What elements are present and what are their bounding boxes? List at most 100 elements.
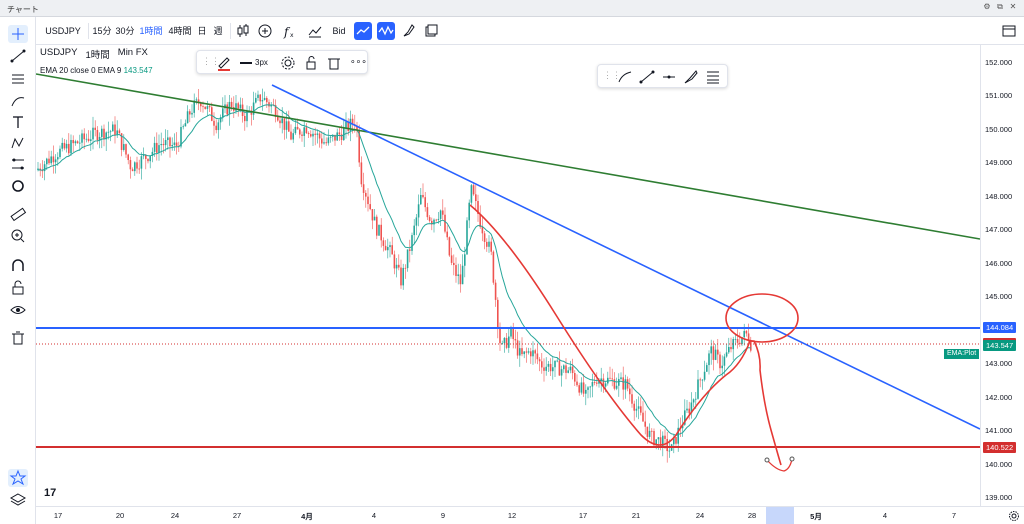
trend-line-icon[interactable] <box>638 68 656 86</box>
magnet-icon[interactable] <box>8 257 28 275</box>
close-icon[interactable]: ✕ <box>1009 2 1017 11</box>
interval-4h[interactable]: 4時間 <box>168 26 192 36</box>
settings-icon[interactable]: ⚙ <box>983 2 991 11</box>
crosshair-icon[interactable] <box>8 25 28 43</box>
layout-icon[interactable] <box>422 22 440 40</box>
candle-body <box>747 333 750 341</box>
bid-button[interactable]: Bid <box>332 26 346 36</box>
candles-icon[interactable] <box>234 22 252 40</box>
candle-body <box>235 103 237 111</box>
price-chart[interactable] <box>36 45 980 506</box>
candle-body <box>413 225 415 236</box>
candle-body <box>620 377 622 380</box>
candle-body <box>193 100 195 113</box>
candle-body <box>149 155 151 162</box>
candle-body <box>277 117 279 121</box>
chart-canvas[interactable] <box>36 45 980 506</box>
price-tick-label: 142.000 <box>985 392 1013 402</box>
delete-icon[interactable] <box>325 54 343 72</box>
candle-body <box>653 431 655 446</box>
add-indicator-icon[interactable] <box>256 22 274 40</box>
drag-handle-icon[interactable]: ⋮⋮ <box>603 70 621 80</box>
ruler-icon[interactable] <box>8 205 28 223</box>
line-chart-icon[interactable] <box>354 22 372 40</box>
layers-icon[interactable] <box>8 491 28 509</box>
price-tick-label: 150.000 <box>985 124 1013 134</box>
candle-body <box>318 133 321 139</box>
candle-body <box>211 107 213 121</box>
candle-body <box>428 217 431 221</box>
legend-indicator[interactable]: EMA 20 close 0 EMA 9 <box>40 66 122 75</box>
candle-body <box>688 408 690 414</box>
candle-body <box>299 129 301 135</box>
line-width-value[interactable]: 3px <box>255 58 268 67</box>
horizontal-lines-icon[interactable] <box>8 70 28 88</box>
candle-body <box>409 249 411 251</box>
symbol-button[interactable]: USDJPY <box>45 26 81 36</box>
zoom-in-icon[interactable] <box>8 227 28 245</box>
drag-handle-icon[interactable]: ⋮⋮ <box>202 56 220 66</box>
price-scale[interactable]: 152.000 151.000 150.000 149.000 148.000 147.0… <box>980 45 1024 506</box>
favorites-star-icon[interactable] <box>8 469 28 487</box>
brush-icon[interactable] <box>400 22 418 40</box>
time-tick-label: 27 <box>232 511 242 520</box>
pattern-tool-icon[interactable] <box>8 134 28 152</box>
candle-body <box>373 216 376 221</box>
pencil-icon[interactable] <box>215 54 233 72</box>
drawing-handle[interactable] <box>764 457 770 463</box>
window-title: チャート <box>7 5 39 14</box>
fib-retracement-icon[interactable] <box>704 68 722 86</box>
interval-1h[interactable]: 1時間 <box>139 26 163 36</box>
highlighter-icon[interactable] <box>682 68 700 86</box>
lock-drawings-icon[interactable] <box>8 279 28 297</box>
interval-week[interactable]: 週 <box>213 26 223 36</box>
candle-body <box>635 408 638 411</box>
candle-body <box>736 339 739 343</box>
candle-body <box>343 127 345 141</box>
candle-body <box>466 220 468 255</box>
unlock-icon[interactable] <box>302 54 320 72</box>
candle-body <box>182 126 184 128</box>
candle-body <box>46 158 48 165</box>
candle-body <box>512 327 514 340</box>
eye-icon[interactable] <box>8 301 28 319</box>
candle-body <box>695 398 697 400</box>
interval-day[interactable]: 日 <box>197 26 207 36</box>
text-tool-icon[interactable] <box>8 113 28 131</box>
horizontal-ray-icon[interactable] <box>660 68 678 86</box>
popout-icon[interactable]: ⧉ <box>997 2 1003 11</box>
circle-tool-icon[interactable] <box>8 177 28 195</box>
trash-icon[interactable] <box>8 329 28 347</box>
candle-body <box>310 134 312 137</box>
time-scale[interactable]: 17 20 24 27 4月 4 9 12 17 21 24 28 5月 4 7 <box>36 506 1024 524</box>
candle-body <box>340 134 343 141</box>
candle-body <box>655 439 657 446</box>
wave-chart-icon[interactable] <box>377 22 395 40</box>
trend-line-icon[interactable] <box>8 47 28 65</box>
candle-body <box>65 143 68 149</box>
candle-body <box>72 140 74 144</box>
line-width-icon[interactable] <box>239 54 253 72</box>
candle-body <box>435 219 437 221</box>
candle-body <box>274 105 277 118</box>
legend-symbol[interactable]: USDJPY <box>40 47 78 58</box>
brush-icon[interactable] <box>616 68 634 86</box>
drawing-handle[interactable] <box>789 456 795 462</box>
fullscreen-layout-icon[interactable] <box>1000 22 1018 40</box>
more-options-icon[interactable]: ∘∘∘ <box>350 56 367 66</box>
candle-body <box>202 106 204 108</box>
candle-body <box>87 138 90 141</box>
settings-icon[interactable] <box>279 54 297 72</box>
candle-body <box>629 388 631 395</box>
interval-15m[interactable]: 15分 <box>92 26 112 36</box>
candle-body <box>433 219 435 225</box>
interval-30m[interactable]: 30分 <box>115 26 135 36</box>
prediction-tool-icon[interactable] <box>8 155 28 173</box>
settings-icon[interactable] <box>1008 510 1020 522</box>
compare-icon[interactable] <box>306 22 324 40</box>
price-tick-label: 143.000 <box>985 359 1013 369</box>
candle-body <box>147 158 149 162</box>
brush-tool-icon[interactable] <box>8 92 28 110</box>
candle-body <box>424 197 426 208</box>
